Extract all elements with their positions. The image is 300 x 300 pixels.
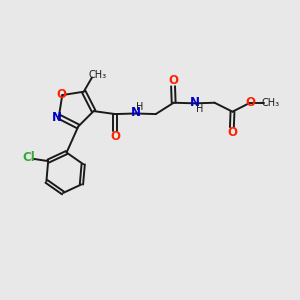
Text: O: O [227,126,237,139]
Text: CH₃: CH₃ [88,70,106,80]
Text: N: N [130,106,140,119]
Text: O: O [245,96,255,109]
Text: N: N [190,96,200,109]
Text: CH₃: CH₃ [262,98,280,108]
Text: O: O [57,88,67,101]
Text: O: O [168,74,178,87]
Text: Cl: Cl [22,151,35,164]
Text: H: H [136,102,143,112]
Text: N: N [52,111,61,124]
Text: O: O [110,130,120,143]
Text: H: H [196,104,203,114]
